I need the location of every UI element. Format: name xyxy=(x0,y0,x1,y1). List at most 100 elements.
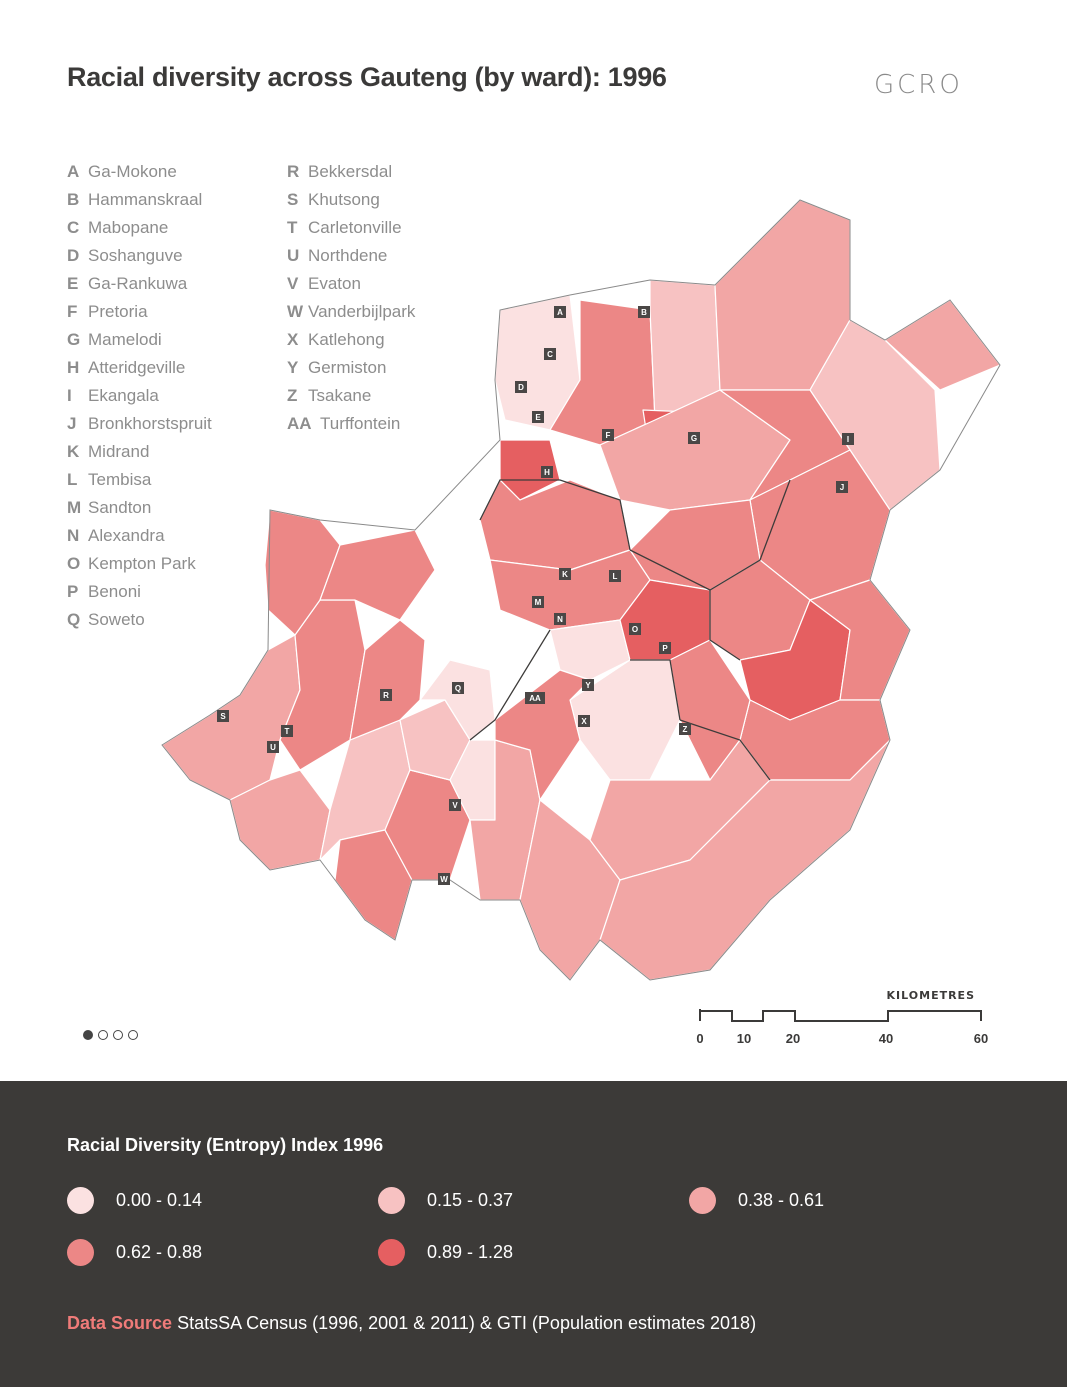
place-key-name: Northdene xyxy=(308,246,388,265)
place-marker-code: T xyxy=(285,727,290,736)
place-key-name: Alexandra xyxy=(88,526,165,545)
place-marker-code: M xyxy=(535,598,542,607)
place-key-code: B xyxy=(67,190,80,209)
page-dot-3[interactable] xyxy=(113,1030,123,1040)
place-key-name: Sandton xyxy=(88,498,152,517)
place-marker-code: H xyxy=(544,468,550,477)
place-key-name: Bekkersdal xyxy=(308,162,393,181)
place-key-name: Khutsong xyxy=(308,190,380,209)
ward-region xyxy=(494,669,591,801)
place-key-item: Q Soweto xyxy=(67,610,212,638)
place-key-name: Soshanguve xyxy=(88,246,183,265)
place-marker-box xyxy=(449,799,461,811)
place-marker: X xyxy=(578,715,590,727)
page-dot-2[interactable] xyxy=(98,1030,108,1040)
place-key-name: Mamelodi xyxy=(88,330,162,349)
place-marker-box xyxy=(380,689,392,701)
place-key-item: P Benoni xyxy=(67,582,212,610)
place-marker-box xyxy=(217,710,229,722)
place-marker-box xyxy=(281,725,293,737)
place-key-item: U Northdene xyxy=(287,246,415,274)
place-key-item: S Khutsong xyxy=(287,190,415,218)
place-key-code: AA xyxy=(287,414,312,433)
place-key-code: F xyxy=(67,302,78,321)
place-key-code: T xyxy=(287,218,298,237)
ward-region xyxy=(499,439,561,501)
ward-region xyxy=(549,619,631,681)
place-key-name: Turffontein xyxy=(320,414,401,433)
place-marker: C xyxy=(544,348,556,360)
legend-label: 0.62 - 0.88 xyxy=(116,1242,203,1262)
place-marker-code: U xyxy=(270,743,276,752)
place-marker: N xyxy=(554,613,566,625)
place-key-item: B Hammanskraal xyxy=(67,190,212,218)
place-key-code: S xyxy=(287,190,299,209)
place-key-name: Atteridgeville xyxy=(88,358,186,377)
legend-item: 0.15 - 0.37 xyxy=(378,1187,513,1214)
place-key-name: Ga-Mokone xyxy=(88,162,177,181)
place-key-item: J Bronkhorstspruit xyxy=(67,414,212,442)
place-marker-box xyxy=(544,348,556,360)
scale-tick: 0 xyxy=(696,1031,704,1046)
data-source: Data Source StatsSA Census (1996, 2001 &… xyxy=(67,1313,756,1334)
place-key-name: Tembisa xyxy=(88,470,152,489)
place-key-code: I xyxy=(67,386,72,405)
place-key-item: E Ga-Rankuwa xyxy=(67,274,212,302)
legend-item: 0.62 - 0.88 xyxy=(67,1239,202,1266)
place-key-code: U xyxy=(287,246,300,265)
legend-swatch xyxy=(67,1187,94,1214)
place-marker-code: O xyxy=(632,625,638,634)
legend-swatch xyxy=(378,1239,405,1266)
place-marker: O xyxy=(629,623,641,635)
place-key-name: Midrand xyxy=(88,442,150,461)
place-key-code: V xyxy=(287,274,299,293)
place-key-code: W xyxy=(287,302,304,321)
scale-tick: 60 xyxy=(973,1031,989,1046)
place-marker-box xyxy=(638,306,650,318)
place-marker: F xyxy=(602,429,614,441)
scale-bar: KILOMETRES 0 10 20 40 60 xyxy=(690,985,1000,1046)
place-marker-box xyxy=(679,723,691,735)
place-marker-code: A xyxy=(557,308,563,317)
place-key-item: T Carletonville xyxy=(287,218,415,246)
place-key-code: Y xyxy=(287,358,299,377)
place-key-code: N xyxy=(67,526,80,545)
place-key-item: F Pretoria xyxy=(67,302,212,330)
place-key-name: Tsakane xyxy=(308,386,372,405)
place-key-item: N Alexandra xyxy=(67,526,212,554)
place-marker: U xyxy=(267,741,279,753)
legend-label: 0.00 - 0.14 xyxy=(116,1190,203,1210)
place-marker-code: X xyxy=(581,717,587,726)
ward-region xyxy=(479,479,631,571)
place-key-item: AA Turffontein xyxy=(287,414,415,442)
place-marker: A xyxy=(554,306,566,318)
gcro-logo: GCRO xyxy=(874,70,963,100)
place-key-item: L Tembisa xyxy=(67,470,212,498)
place-key-name: Evaton xyxy=(308,274,361,293)
place-marker-box xyxy=(836,481,848,493)
place-marker: B xyxy=(638,306,650,318)
place-key-code: E xyxy=(67,274,79,293)
place-key-item: G Mamelodi xyxy=(67,330,212,358)
place-key-item: Y Germiston xyxy=(287,358,415,386)
legend-item: 0.00 - 0.14 xyxy=(67,1187,202,1214)
page-dot-1[interactable] xyxy=(83,1030,93,1040)
place-marker-code: S xyxy=(220,712,226,721)
legend-footer: Racial Diversity (Entropy) Index 1996 0.… xyxy=(0,1081,1067,1387)
place-marker: Q xyxy=(452,682,464,694)
place-marker-code: Q xyxy=(455,684,461,693)
place-marker-code: D xyxy=(518,383,524,392)
scale-tick: 40 xyxy=(878,1031,894,1046)
place-marker: Y xyxy=(582,679,594,691)
place-key-item: R Bekkersdal xyxy=(287,162,415,190)
place-key-name: Katlehong xyxy=(308,330,385,349)
place-key-item: C Mabopane xyxy=(67,218,212,246)
place-key-name: Hammanskraal xyxy=(88,190,203,209)
place-key-name: Mabopane xyxy=(88,218,169,237)
data-source-label: Data Source xyxy=(67,1313,173,1333)
page-dot-4[interactable] xyxy=(128,1030,138,1040)
place-key-column-1: A Ga-Mokone B Hammanskraal C Mabopane D Soshang… xyxy=(67,162,212,638)
place-marker-box xyxy=(541,466,553,478)
place-key-code: Z xyxy=(287,386,298,405)
place-key-item: V Evaton xyxy=(287,274,415,302)
